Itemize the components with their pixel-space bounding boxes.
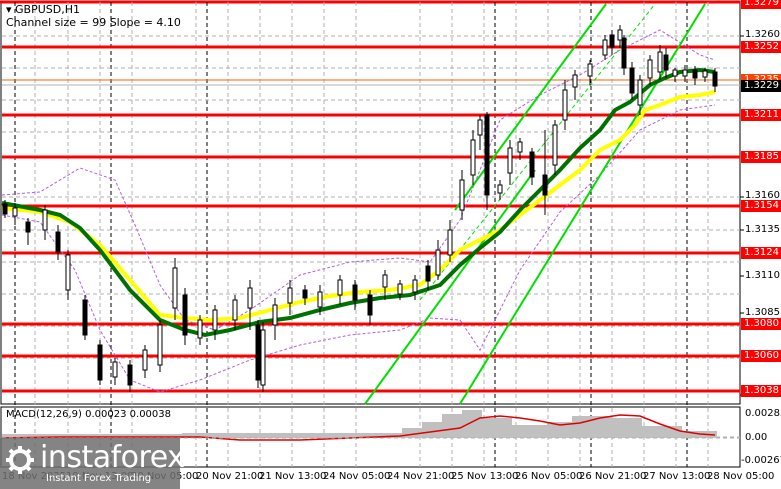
price-tick: 1.3260 — [745, 29, 780, 40]
time-label: 26 Nov 21:00 — [579, 471, 647, 482]
envelope-bands — [1, 29, 716, 393]
time-label: 26 Nov 05:00 — [515, 471, 583, 482]
macd-label: MACD(12,26,9) 0.00023 0.00038 — [6, 409, 172, 420]
price-tick: 1.3135 — [745, 224, 780, 235]
regression-channel — [364, 3, 706, 405]
time-label: 24 Nov 05:00 — [323, 471, 391, 482]
current-price-label: 1.3229 — [741, 80, 781, 92]
candlesticks — [2, 25, 718, 392]
macd-tick: 0.00 — [745, 432, 768, 443]
vertical-grid — [34, 2, 709, 467]
ma-fast-line — [1, 67, 716, 338]
watermark-brand: instaforex — [40, 440, 185, 475]
support-resistance-levels — [2, 45, 740, 393]
time-label: 24 Nov 21:00 — [387, 471, 455, 482]
price-tick: 1.3160 — [745, 190, 780, 201]
day-separators — [14, 2, 688, 467]
level-label: 1.3060 — [741, 350, 781, 362]
chart-header: ▾ GBPUSD,H1 Channel size = 99 Slope = 4.… — [6, 3, 181, 29]
level-label: 1.3154 — [741, 200, 781, 212]
level-label: 1.3038 — [741, 385, 781, 397]
macd-signal-line — [1, 414, 716, 441]
macd-tick: -0.00267 — [741, 455, 781, 466]
level-label: 1.3211 — [741, 109, 781, 121]
level-label: 1.3279 — [741, 0, 781, 9]
main-plot-frame — [0, 0, 741, 405]
channel-info: Channel size = 99 Slope = 4.10 — [6, 16, 181, 29]
collapse-triangle-icon[interactable]: ▾ — [6, 3, 12, 16]
watermark-tagline: Instant Forex Trading — [46, 473, 152, 484]
level-label: 1.3080 — [741, 318, 781, 330]
price-tick: 1.3110 — [745, 270, 780, 281]
level-label: 1.3185 — [741, 151, 781, 163]
level-label: 1.3124 — [741, 247, 781, 259]
time-label: 28 Nov 05:00 — [707, 471, 775, 482]
gear-logo-icon — [6, 446, 34, 474]
time-label: 20 Nov 21:00 — [196, 471, 264, 482]
price-tick: 1.3085 — [745, 307, 780, 318]
macd-histogram — [2, 410, 717, 438]
level-label: 1.3252 — [741, 41, 781, 53]
time-label: 25 Nov 13:00 — [451, 471, 519, 482]
time-label: 27 Nov 13:00 — [643, 471, 711, 482]
time-label: 21 Nov 13:00 — [259, 471, 327, 482]
macd-tick: 0.00283 — [745, 408, 781, 419]
instaforex-watermark: instaforex Instant Forex Trading — [0, 438, 185, 489]
axis-ticks — [740, 35, 744, 396]
symbol-title: GBPUSD,H1 — [15, 3, 81, 16]
